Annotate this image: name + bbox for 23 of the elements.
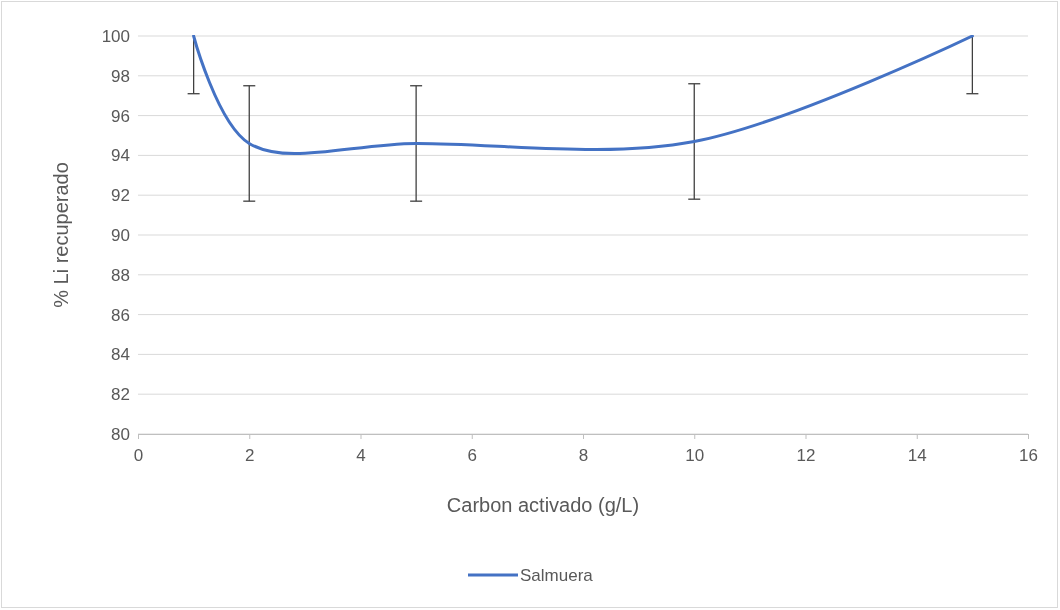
y-tick-label: 96 xyxy=(111,106,130,126)
y-tick-label: 88 xyxy=(111,265,130,285)
y-tick-label: 84 xyxy=(111,345,130,365)
y-tick-label: 80 xyxy=(111,424,130,444)
y-tick-label: 98 xyxy=(111,66,130,86)
x-axis-title: Carbon activado (g/L) xyxy=(446,494,640,516)
x-tick-label: 0 xyxy=(133,445,144,465)
y-tick-label: 86 xyxy=(111,305,130,325)
x-tick-label: 6 xyxy=(467,445,477,465)
y-tick-label: 94 xyxy=(111,146,130,166)
x-tick-label: 4 xyxy=(356,445,366,465)
x-tick-label: 14 xyxy=(907,445,927,465)
x-tick-label: 2 xyxy=(245,445,255,465)
y-tick-label: 82 xyxy=(111,385,130,405)
x-tick-label: 10 xyxy=(685,445,705,465)
y-axis-title: % Li recuperado xyxy=(50,162,72,308)
x-tick-label: 8 xyxy=(578,445,589,465)
legend-label: Salmuera xyxy=(520,566,594,585)
x-tick-label: 16 xyxy=(1019,445,1038,465)
y-tick-label: 90 xyxy=(111,225,130,245)
y-tick-label: 92 xyxy=(111,186,130,206)
y-tick-label: 100 xyxy=(101,26,130,46)
x-tick-label: 12 xyxy=(796,445,816,465)
